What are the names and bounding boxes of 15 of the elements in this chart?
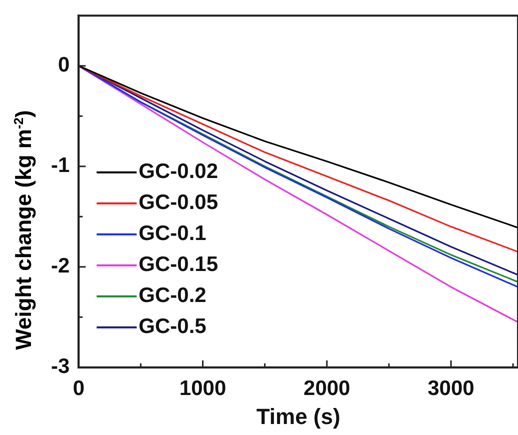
x-axis-title: Time (s) bbox=[256, 404, 340, 429]
y-tick-label: -3 bbox=[50, 355, 70, 378]
legend-label: GC-0.15 bbox=[138, 253, 218, 276]
x-tick-label: 0 bbox=[72, 376, 85, 400]
x-tick-label: 1000 bbox=[179, 376, 226, 400]
x-tick-label: 2000 bbox=[304, 376, 350, 400]
legend-label: GC-0.5 bbox=[138, 315, 207, 338]
y-tick-label: -1 bbox=[50, 154, 70, 178]
legend-label: GC-0.05 bbox=[138, 191, 218, 214]
legend-label: GC-0.02 bbox=[138, 160, 218, 184]
legend-label: GC-0.1 bbox=[138, 222, 207, 246]
y-tick-label: -2 bbox=[50, 254, 70, 278]
legend-label: GC-0.2 bbox=[138, 284, 206, 308]
x-tick-label: 3000 bbox=[428, 376, 474, 400]
y-tick-label: 0 bbox=[58, 54, 70, 77]
